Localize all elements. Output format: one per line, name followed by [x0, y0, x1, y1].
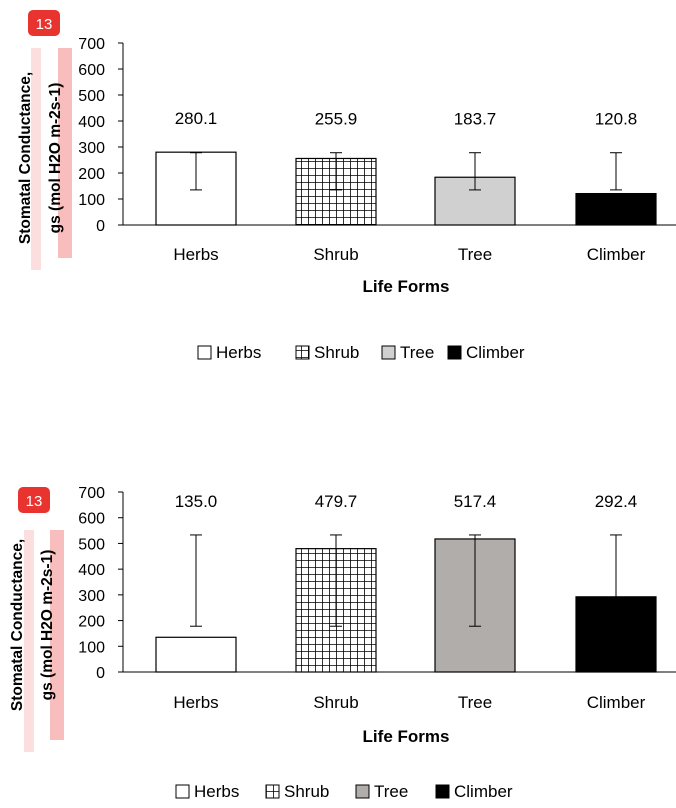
y-tick-label: 700	[78, 485, 105, 502]
legend-entry-climber: Climber	[454, 782, 513, 801]
legend-swatch-shrub	[295, 345, 310, 360]
y-tick-label: 600	[78, 62, 105, 79]
y-tick-label: 0	[96, 218, 105, 235]
data-label-shrub: 255.9	[315, 110, 358, 129]
y-tick-label: 100	[78, 639, 105, 656]
data-label-climber: 120.8	[595, 110, 638, 129]
data-label-shrub: 479.7	[315, 492, 358, 511]
y-axis-label-line: gs (mol H2O m-2s-1)	[47, 83, 64, 234]
y-axis-label-line: Stomatal Conductance,	[17, 72, 34, 244]
y-tick-label: 200	[78, 166, 105, 183]
legend-swatch-shrub	[265, 784, 280, 799]
legend-swatch-climber	[447, 345, 462, 360]
highlight-band	[58, 48, 72, 258]
y-tick-label: 400	[78, 562, 105, 579]
data-label-tree: 183.7	[454, 110, 497, 129]
x-tick-label-shrub: Shrub	[313, 245, 358, 264]
bar-herbs	[155, 636, 237, 673]
legend-swatch-tree	[355, 784, 370, 799]
x-axis-label: Life Forms	[363, 727, 450, 746]
y-axis-label-line: gs (mol H2O m-2s-1)	[39, 550, 56, 701]
legend-entry-tree: Tree	[374, 782, 408, 801]
x-tick-label-tree: Tree	[458, 245, 492, 264]
highlight-band	[50, 530, 64, 740]
x-tick-label-climber: Climber	[587, 693, 646, 712]
legend-entry-herbs: Herbs	[194, 782, 239, 801]
legend-entry-climber: Climber	[466, 343, 525, 362]
data-label-tree: 517.4	[454, 492, 497, 511]
legend-swatch-herbs	[197, 345, 212, 360]
y-tick-label: 600	[78, 511, 105, 528]
legend-swatch-tree	[381, 345, 396, 360]
annotation-badge-label: 13	[36, 16, 53, 33]
bar-chart-1: 0 100 200 300 400 500 600 700 280.1 Herbs 255.9 Shr…	[17, 10, 676, 362]
x-tick-label-climber: Climber	[587, 245, 646, 264]
x-tick-label-shrub: Shrub	[313, 693, 358, 712]
y-tick-label: 400	[78, 114, 105, 131]
legend-entry-shrub: Shrub	[314, 343, 359, 362]
x-tick-label-tree: Tree	[458, 693, 492, 712]
data-label-herbs: 280.1	[175, 109, 218, 128]
y-tick-label: 500	[78, 88, 105, 105]
y-tick-label: 0	[96, 665, 105, 682]
y-tick-label: 200	[78, 614, 105, 631]
x-axis-label: Life Forms	[363, 277, 450, 296]
x-tick-label-herbs: Herbs	[173, 245, 218, 264]
y-tick-label: 300	[78, 588, 105, 605]
legend-swatch-climber	[435, 784, 450, 799]
highlight-band	[31, 48, 41, 270]
data-label-climber: 292.4	[595, 492, 638, 511]
highlight-band	[24, 530, 34, 752]
legend-swatch-herbs	[175, 784, 190, 799]
data-label-herbs: 135.0	[175, 492, 218, 511]
bar-chart-2: 0 100 200 300 400 500 600 700 135.0 Herbs 479.7 Shr…	[9, 485, 676, 801]
legend-entry-shrub: Shrub	[284, 782, 329, 801]
y-tick-label: 300	[78, 140, 105, 157]
annotation-badge	[18, 487, 50, 513]
y-tick-label: 100	[78, 192, 105, 209]
y-axis-label-line: Stomatal Conductance,	[9, 539, 26, 711]
legend-entry-herbs: Herbs	[216, 343, 261, 362]
annotation-badge	[28, 10, 60, 36]
legend-entry-tree: Tree	[400, 343, 434, 362]
y-tick-label: 700	[78, 36, 105, 53]
y-tick-label: 500	[78, 536, 105, 553]
annotation-badge-label: 13	[26, 493, 43, 510]
bar-climber	[575, 192, 657, 226]
x-tick-label-herbs: Herbs	[173, 693, 218, 712]
